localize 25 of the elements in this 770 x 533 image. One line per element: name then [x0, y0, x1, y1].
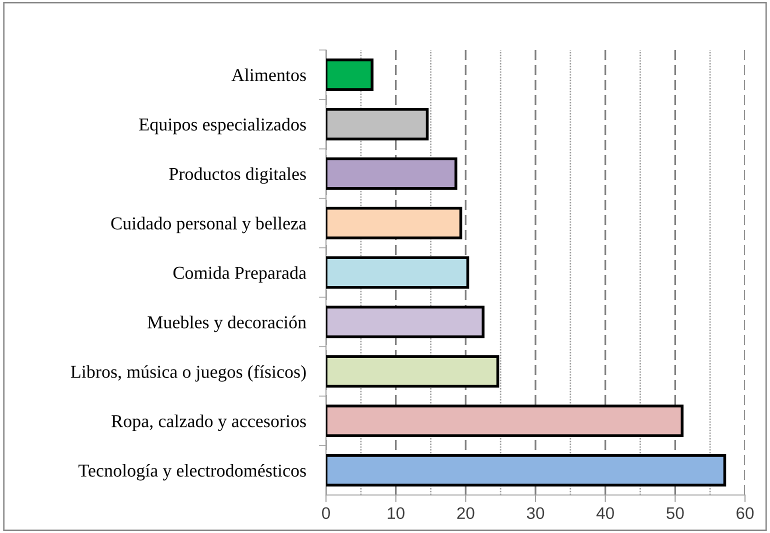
bar: [326, 206, 462, 240]
y-tick-label: Equipos especializados: [139, 118, 306, 134]
bar: [326, 306, 485, 338]
x-tick-label: 10: [388, 507, 404, 520]
x-tick-label: 0: [322, 507, 330, 520]
x-tick-label: 60: [736, 507, 754, 520]
y-tick-label: Ropa, calzado y accesorios: [112, 414, 306, 431]
bar: [326, 58, 374, 91]
x-tick-label: 30: [526, 507, 544, 520]
bar: [326, 108, 429, 140]
x-tick-label: 40: [596, 507, 614, 520]
y-tick-label: Muebles y decoración: [148, 316, 306, 332]
x-tick-label: 20: [457, 507, 474, 520]
y-tick-label: Libros, música o juegos (físicos): [70, 365, 306, 382]
bar: [326, 454, 726, 486]
y-tick-label: Cuidado personal y belleza: [111, 216, 306, 234]
y-tick-label: Tecnología y electrodomésticos: [78, 464, 306, 480]
y-tick-label: Alimentos: [232, 68, 306, 82]
bar: [326, 404, 684, 438]
bar: [326, 157, 458, 190]
bar: [326, 256, 470, 289]
x-tick-label: 50: [666, 507, 684, 520]
y-tick-label: Productos digitales: [169, 167, 306, 184]
bar: [326, 355, 500, 388]
y-tick-label: Comida Preparada: [173, 266, 306, 283]
